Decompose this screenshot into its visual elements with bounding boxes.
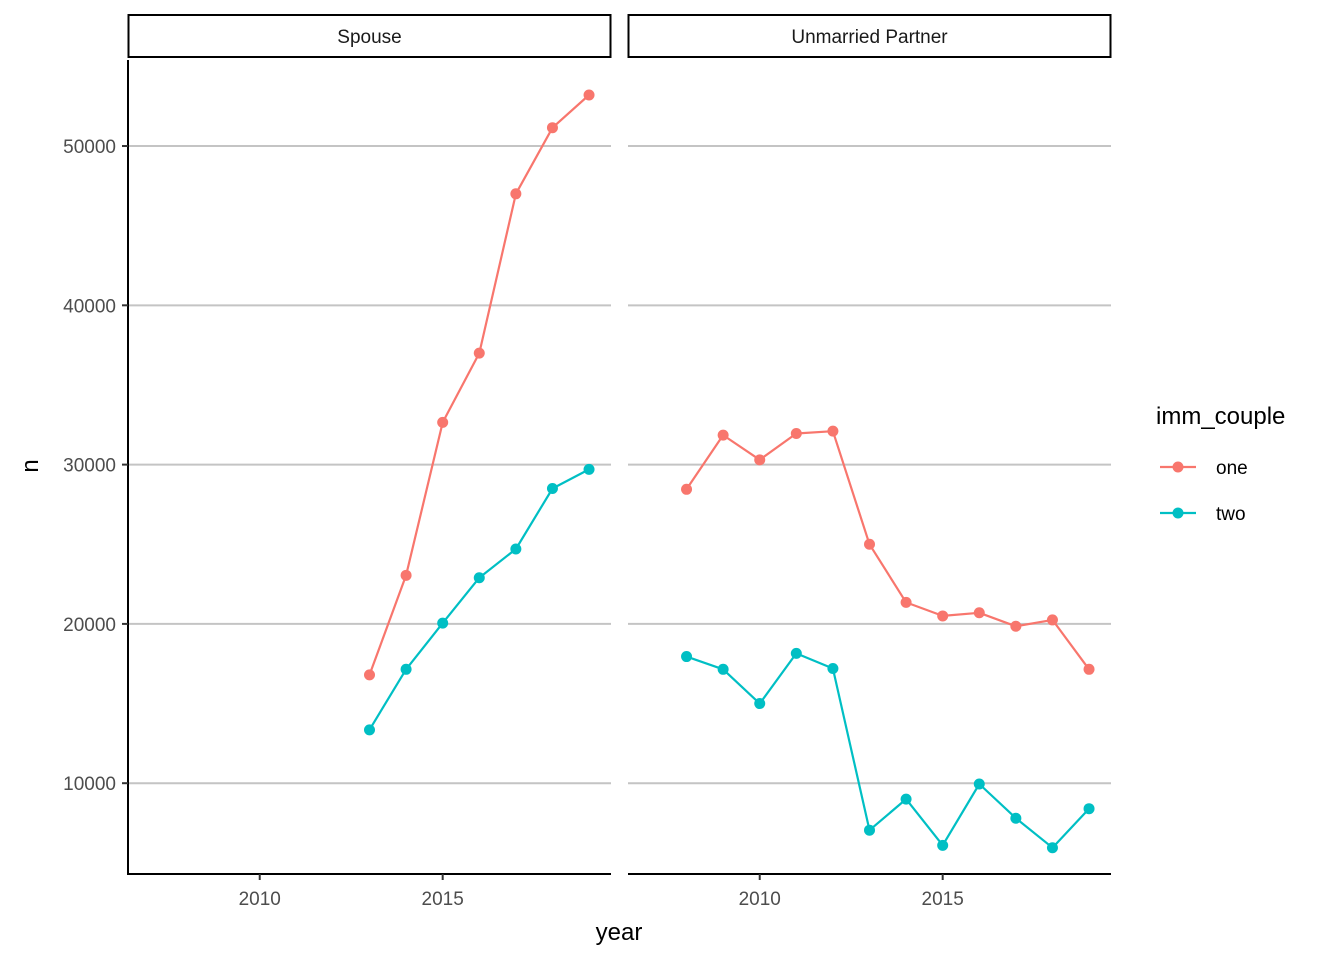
data-point-one (1083, 663, 1095, 675)
data-point-one (583, 89, 595, 101)
data-point-two (973, 778, 985, 790)
x-tick-label: 2010 (739, 889, 781, 910)
data-point-one (973, 607, 985, 619)
data-point-one (400, 569, 412, 581)
data-point-two (754, 698, 766, 710)
data-point-two (1046, 842, 1058, 854)
y-tick-label: 20000 (63, 615, 116, 636)
data-point-two (827, 663, 839, 675)
data-point-two (583, 463, 595, 475)
data-point-one (827, 425, 839, 437)
facet-strip-label: Unmarried Partner (791, 27, 948, 48)
data-point-one (1010, 620, 1022, 632)
legend-label-one: one (1216, 458, 1248, 479)
data-point-two (364, 724, 375, 736)
data-point-one (437, 416, 449, 428)
data-point-one (754, 454, 766, 466)
data-point-two (1083, 803, 1095, 815)
data-point-one (864, 538, 875, 550)
x-tick-label: 2015 (422, 889, 464, 910)
facet-strip-box (627, 14, 1112, 58)
data-point-one (717, 429, 729, 441)
y-tick-label: 10000 (63, 774, 116, 795)
data-point-one (681, 483, 693, 495)
y-axis: 10000 20000 30000 40000 50000 (63, 60, 129, 875)
data-point-one (364, 669, 375, 681)
x-tick-label: 2015 (922, 889, 964, 910)
data-point-one (790, 428, 802, 440)
series-line-two (686, 652, 1090, 849)
y-tick-label: 40000 (63, 296, 116, 317)
data-point-one (1046, 614, 1058, 626)
legend-label-two: two (1216, 504, 1246, 525)
series-line-one (368, 94, 590, 676)
data-point-two (400, 663, 412, 675)
data-point-two (790, 647, 802, 659)
legend: imm_couple one two (1156, 403, 1285, 525)
data-point-one (937, 610, 949, 622)
y-axis-title: n (17, 459, 44, 472)
series-line-two (368, 468, 590, 731)
panels-layer: Spouse 2010 2015 Unmarried Partner 2010 2015 (127, 14, 1112, 910)
data-point-two (717, 663, 729, 675)
data-point-one (546, 122, 558, 134)
data-point-two (546, 483, 558, 495)
data-point-two (937, 839, 949, 851)
legend-key-point-one (1172, 461, 1184, 473)
facet-strip-label: Spouse (337, 27, 401, 48)
legend-title: imm_couple (1156, 403, 1285, 430)
data-point-one (473, 347, 485, 359)
data-point-two (681, 651, 693, 663)
series-line-one (685, 430, 1090, 670)
legend-key-point-two (1172, 507, 1184, 519)
y-tick-label: 30000 (63, 456, 116, 477)
data-point-one (900, 596, 912, 608)
data-point-one (510, 188, 522, 200)
panel-2: Unmarried Partner 2010 2015 (627, 14, 1112, 910)
data-point-two (437, 617, 449, 629)
panel-1: Spouse 2010 2015 (127, 14, 612, 910)
data-point-two (510, 543, 522, 555)
y-tick-label: 50000 (63, 137, 116, 158)
x-tick-label: 2010 (239, 889, 281, 910)
data-point-two (900, 793, 912, 805)
data-point-two (1010, 812, 1022, 824)
x-axis-title: year (596, 919, 643, 946)
data-point-two (473, 572, 485, 584)
data-point-two (864, 824, 875, 836)
facet-strip-box (127, 14, 612, 58)
